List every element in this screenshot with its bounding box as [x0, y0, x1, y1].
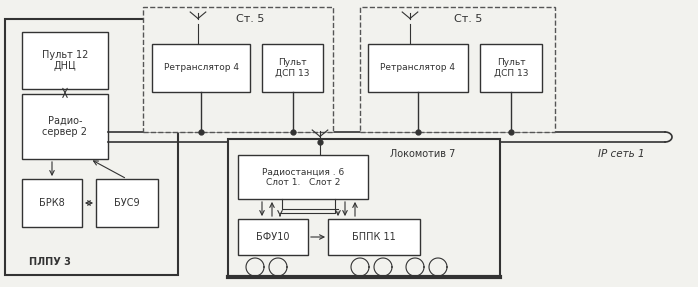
Bar: [238, 155, 368, 199]
Bar: [262, 44, 323, 92]
Text: Локомотив 7: Локомотив 7: [390, 149, 455, 159]
Text: ПЛПУ 3: ПЛПУ 3: [29, 257, 71, 267]
Text: БРК8: БРК8: [39, 198, 65, 208]
Bar: [480, 44, 542, 92]
Bar: [22, 179, 82, 227]
Text: Пульт 12
ДНЦ: Пульт 12 ДНЦ: [42, 50, 88, 71]
Bar: [368, 44, 468, 92]
Text: IP сеть 1: IP сеть 1: [598, 149, 645, 159]
Text: БФУ10: БФУ10: [256, 232, 290, 242]
Bar: [238, 219, 308, 255]
Text: Радиостанция . 6
Слот 1.   Слот 2: Радиостанция . 6 Слот 1. Слот 2: [262, 167, 344, 187]
Text: Ст. 5: Ст. 5: [236, 14, 264, 24]
Bar: [5, 19, 178, 275]
Text: Пульт
ДСП 13: Пульт ДСП 13: [275, 58, 310, 78]
Bar: [152, 44, 250, 92]
Text: Радио-
сервер 2: Радио- сервер 2: [43, 116, 87, 137]
Bar: [228, 139, 500, 277]
Bar: [22, 94, 108, 159]
Bar: [360, 7, 555, 132]
Text: Пульт
ДСП 13: Пульт ДСП 13: [493, 58, 528, 78]
Bar: [96, 179, 158, 227]
Text: Ретранслятор 4: Ретранслятор 4: [380, 63, 456, 73]
Bar: [22, 32, 108, 89]
Text: Ретранслятор 4: Ретранслятор 4: [163, 63, 239, 73]
Text: Ст. 5: Ст. 5: [454, 14, 482, 24]
Bar: [143, 7, 333, 132]
Bar: [328, 219, 420, 255]
Text: БУС9: БУС9: [114, 198, 140, 208]
Text: БППК 11: БППК 11: [352, 232, 396, 242]
